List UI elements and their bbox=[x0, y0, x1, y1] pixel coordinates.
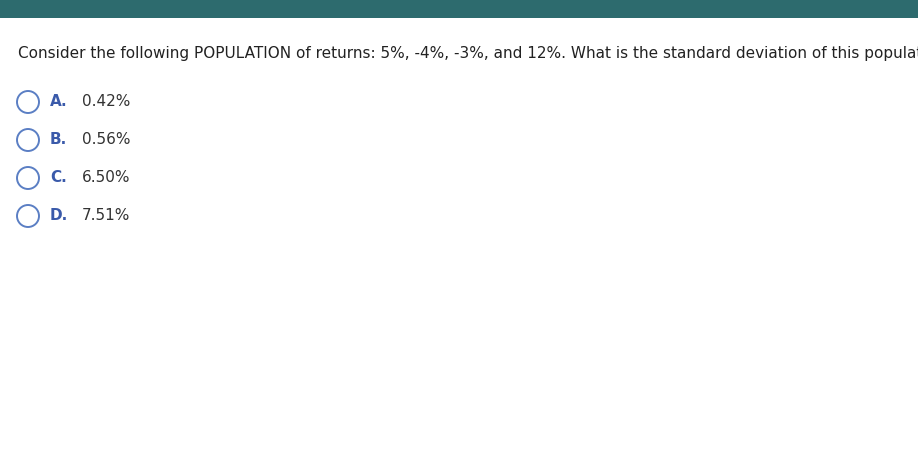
Text: 0.56%: 0.56% bbox=[82, 132, 130, 147]
Text: 0.42%: 0.42% bbox=[82, 95, 130, 110]
Text: B.: B. bbox=[50, 132, 67, 147]
Text: Consider the following POPULATION of returns: 5%, -4%, -3%, and 12%. What is the: Consider the following POPULATION of ret… bbox=[18, 46, 918, 61]
Text: 7.51%: 7.51% bbox=[82, 209, 130, 224]
Text: D.: D. bbox=[50, 209, 68, 224]
Text: 6.50%: 6.50% bbox=[82, 170, 130, 185]
Text: A.: A. bbox=[50, 95, 68, 110]
Text: C.: C. bbox=[50, 170, 67, 185]
